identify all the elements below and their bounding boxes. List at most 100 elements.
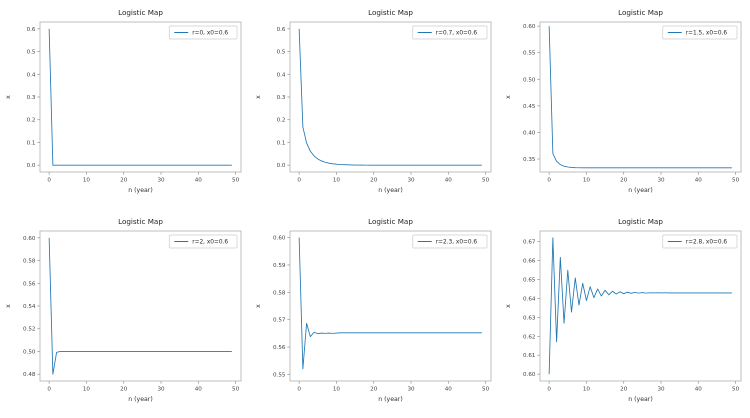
x-tick-label: 50	[732, 178, 740, 184]
x-tick-label: 20	[370, 178, 378, 184]
legend-label: r=0.7, x0=0.6	[436, 31, 478, 37]
x-tick-label: 0	[47, 178, 51, 184]
y-axis-label: x	[255, 95, 262, 99]
y-tick-label: 0.58	[23, 259, 36, 265]
y-tick-label: 0.63	[523, 315, 536, 321]
y-tick-label: 0.1	[27, 140, 36, 146]
y-tick-label: 0.45	[523, 104, 536, 110]
x-tick-label: 50	[732, 387, 740, 393]
panel-title: Logistic Map	[368, 217, 413, 226]
x-axis-label: n (year)	[378, 187, 403, 194]
x-tick-label: 50	[482, 178, 490, 184]
x-tick-label: 10	[333, 178, 341, 184]
x-tick-label: 30	[657, 178, 665, 184]
plot-panel: Logistic Map 0 10 20 30 40 50 0.0 0.1 0.2 0.3 0.4 0.…	[0, 0, 250, 209]
axes-spines	[289, 21, 492, 173]
y-tick-label: 0.2	[277, 118, 286, 124]
y-tick-label: 0.60	[23, 236, 36, 242]
y-tick-label: 0.5	[27, 50, 36, 56]
plot-panel: Logistic Map 0 10 20 30 40 50 0.0 0.1 0.2 0.3 0.4 0.…	[250, 0, 500, 209]
legend-box	[662, 25, 738, 40]
y-tick-label: 0.57	[273, 318, 286, 324]
y-tick-label: 0.2	[27, 118, 36, 124]
y-tick-label: 0.61	[523, 353, 536, 359]
plot-svg: Logistic Map 0 10 20 30 40 50 0.60 0.61 0.62 0.63 0…	[505, 217, 742, 403]
legend-label: r=2, x0=0.6	[192, 240, 228, 246]
y-tick-label: 0.65	[523, 277, 536, 283]
panel-title: Logistic Map	[618, 217, 663, 226]
axes-spines	[539, 230, 742, 382]
x-tick-label: 40	[195, 178, 203, 184]
x-tick-label: 0	[547, 387, 551, 393]
axes-background	[540, 231, 741, 381]
data-series-line	[298, 237, 482, 370]
plot-panel: Logistic Map 0 10 20 30 40 50 0.35 0.40 0.45 0.50 0…	[500, 0, 750, 209]
y-tick-label: 0.50	[523, 77, 536, 83]
y-tick-label: 0.0	[27, 163, 36, 169]
x-tick-label: 40	[695, 387, 703, 393]
y-tick-label: 0.1	[277, 140, 286, 146]
x-tick-label: 20	[620, 387, 628, 393]
y-axis-label: x	[505, 304, 512, 308]
x-axis-label: n (year)	[128, 396, 153, 403]
axes-background	[40, 231, 241, 381]
axes-background	[290, 22, 491, 172]
x-tick-label: 10	[583, 178, 591, 184]
plot-panel: Logistic Map 0 10 20 30 40 50 0.60 0.61 0.62 0.63 0…	[500, 209, 750, 418]
x-tick-label: 0	[297, 387, 301, 393]
axes-spines	[539, 21, 742, 173]
x-tick-label: 50	[232, 178, 240, 184]
legend-box	[168, 25, 238, 40]
data-series-line	[548, 26, 732, 169]
y-tick-label: 0.64	[523, 296, 536, 302]
y-axis-label: x	[5, 95, 12, 99]
x-tick-label: 20	[620, 178, 628, 184]
y-tick-label: 0.4	[27, 72, 36, 78]
x-tick-label: 30	[157, 387, 165, 393]
axes-background	[540, 22, 741, 172]
x-tick-label: 30	[157, 178, 165, 184]
plot-svg: Logistic Map 0 10 20 30 40 50 0.48 0.50 0.52 0.54 0…	[5, 217, 242, 403]
y-tick-label: 0.54	[23, 304, 36, 310]
x-tick-label: 40	[195, 387, 203, 393]
x-tick-label: 10	[583, 387, 591, 393]
y-tick-label: 0.62	[523, 334, 535, 340]
panel-title: Logistic Map	[368, 8, 413, 17]
y-tick-label: 0.55	[523, 51, 536, 57]
y-tick-label: 0.56	[23, 281, 36, 287]
panel-title: Logistic Map	[118, 217, 163, 226]
x-tick-label: 20	[370, 387, 378, 393]
panel-title: Logistic Map	[618, 8, 663, 17]
x-tick-label: 50	[482, 387, 490, 393]
legend-label: r=2.3, x0=0.6	[436, 240, 478, 246]
y-tick-label: 0.52	[23, 327, 35, 333]
legend-box	[412, 234, 488, 249]
plot-panel: Logistic Map 0 10 20 30 40 50 0.48 0.50 0.52 0.54 0…	[0, 209, 250, 418]
y-tick-label: 0.6	[277, 27, 286, 33]
y-axis-label: x	[5, 304, 12, 308]
plot-svg: Logistic Map 0 10 20 30 40 50 0.0 0.1 0.2 0.3 0.4 0.…	[255, 8, 492, 194]
plot-svg: Logistic Map 0 10 20 30 40 50 0.55 0.56 0.57 0.58 0…	[255, 217, 492, 403]
legend-label: r=0, x0=0.6	[192, 31, 228, 37]
data-series-line	[48, 28, 232, 166]
y-tick-label: 0.67	[523, 240, 536, 246]
data-series-line	[298, 28, 482, 166]
legend-label: r=1.5, x0=0.6	[686, 31, 728, 37]
y-tick-label: 0.3	[277, 95, 286, 101]
x-tick-label: 20	[120, 178, 128, 184]
axes-spines	[39, 21, 242, 173]
x-tick-label: 10	[83, 178, 91, 184]
y-axis-label: x	[255, 304, 262, 308]
x-axis-label: n (year)	[378, 396, 403, 403]
y-tick-label: 0.60	[523, 24, 536, 30]
y-tick-label: 0.60	[523, 372, 536, 378]
plot-svg: Logistic Map 0 10 20 30 40 50 0.35 0.40 0.45 0.50 0…	[505, 8, 742, 194]
x-tick-label: 0	[297, 178, 301, 184]
y-tick-label: 0.5	[277, 50, 286, 56]
y-tick-label: 0.3	[27, 95, 36, 101]
y-tick-label: 0.35	[523, 157, 536, 163]
axes-background	[290, 231, 491, 381]
x-tick-label: 40	[445, 387, 453, 393]
x-tick-label: 40	[695, 178, 703, 184]
